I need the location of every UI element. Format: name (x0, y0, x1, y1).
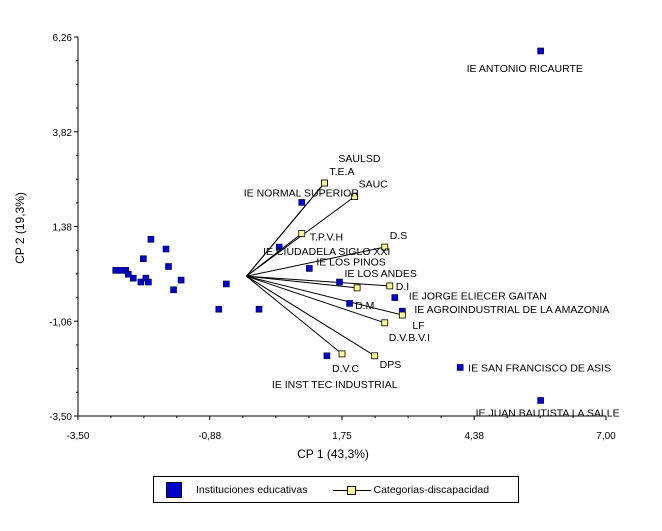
y-tick-label: -1,06 (49, 317, 72, 328)
x-tick-label: 1,75 (332, 431, 352, 442)
category-vector-line (246, 275, 403, 316)
institution-marker (130, 274, 137, 282)
category-label: SAULSD (338, 153, 380, 165)
legend-label-categories: Categorias-discapacidad (373, 483, 490, 496)
x-tick-label: -3,50 (67, 431, 90, 442)
legend-square-marker (166, 481, 182, 498)
data-points (112, 47, 544, 404)
institution-marker (177, 276, 185, 284)
y-tick-label: 1,38 (53, 223, 73, 234)
institution-label: IE INST TEC INDUSTRIAL (272, 379, 398, 391)
category-marker (398, 311, 406, 319)
institution-marker (275, 243, 283, 251)
category-label: D.M (355, 300, 374, 312)
legend-item-categories: Categorias-discapacidad (307, 483, 489, 497)
legend-label-institutions: Instituciones educativas (196, 483, 308, 496)
category-label: LF (412, 320, 424, 332)
y-axis-title: CP 2 (19,3%) (13, 192, 27, 264)
institution-marker (323, 352, 331, 360)
y-tick-label: 6,26 (53, 33, 73, 44)
category-label: D.S (390, 230, 408, 242)
x-tick-label: 4,38 (465, 431, 485, 442)
institution-label: IE LOS PINOS (316, 256, 385, 268)
institution-marker (255, 305, 263, 313)
institution-marker (165, 263, 172, 270)
institution-marker (162, 245, 170, 253)
category-marker (351, 193, 358, 200)
institution-label: IE LOS ANDES (344, 268, 416, 280)
institution-marker (298, 199, 306, 206)
institution-label: IE AGROINDUSTRIAL DE LA AMAZONIA (414, 304, 609, 316)
institution-marker (537, 47, 544, 55)
category-vector-line (246, 275, 390, 287)
institution-label: IE JORGE ELIECER GAITAN (409, 291, 547, 303)
category-vector-line (246, 275, 375, 357)
institution-label: IE JUAN BAUTISTA LA SALLE (476, 407, 620, 419)
institution-marker (223, 280, 230, 288)
institution-marker (140, 255, 147, 263)
y-tick-label: -3,50 (49, 412, 72, 423)
category-marker (320, 179, 328, 187)
category-vectors (246, 182, 403, 357)
category-label: D.V.B.V.I (389, 332, 430, 344)
axes: 6,26 3,82 1,38 -1,06 -3,50 -3,50 -0,88 1,75 4,38… (49, 33, 616, 442)
category-label: D.I (396, 281, 409, 293)
institution-marker (145, 278, 152, 286)
category-marker (386, 282, 394, 290)
category-marker (381, 243, 389, 251)
category-marker (338, 350, 346, 358)
category-marker (353, 284, 361, 292)
category-vector-line (246, 275, 385, 324)
legend-item-institutions: Instituciones educativas (154, 481, 308, 498)
institution-label: IE ANTONIO RICAURTE (467, 63, 583, 75)
category-vector-line (246, 275, 358, 289)
category-label: DPS (380, 359, 402, 371)
category-label: T.E.A (329, 166, 354, 178)
institution-marker (306, 265, 313, 272)
institution-marker (456, 364, 464, 371)
institution-marker (215, 305, 223, 313)
category-marker (381, 319, 389, 327)
institution-marker (336, 278, 343, 286)
category-label: SAUC (359, 179, 389, 191)
x-axis-title: CP 1 (43,3%) (297, 447, 369, 461)
category-vector-line (246, 246, 385, 277)
institution-marker (170, 286, 177, 294)
x-tick-label: -0,88 (198, 431, 221, 442)
category-marker (371, 352, 379, 360)
category-label: T.P.V.H (310, 231, 343, 243)
institution-marker (346, 300, 353, 307)
category-label: D.V.C (332, 363, 359, 375)
legend-line-marker (333, 483, 372, 497)
institution-marker (137, 278, 145, 286)
institution-label: IE CIUDADELA SIGLO XXI (263, 246, 390, 258)
institution-marker (147, 236, 155, 243)
category-marker (298, 230, 306, 237)
institution-label: IE NORMAL SUPERIOR (244, 187, 360, 199)
y-tick-label: 3,82 (53, 128, 73, 139)
institution-marker (124, 270, 132, 278)
institution-marker (391, 294, 399, 301)
category-vector-line (246, 275, 343, 355)
institution-label: IE SAN FRANCISCO DE ASIS (468, 362, 611, 374)
category-vector-line (246, 233, 303, 277)
x-tick-label: 7,00 (596, 431, 616, 442)
point-labels: IE ANTONIO RICAURTE IE NORMAL SUPERIOR IE … (244, 63, 620, 419)
institution-marker (537, 397, 544, 404)
legend: Instituciones educativas Categorias-disc… (153, 476, 519, 503)
category-vector-line (246, 182, 325, 277)
